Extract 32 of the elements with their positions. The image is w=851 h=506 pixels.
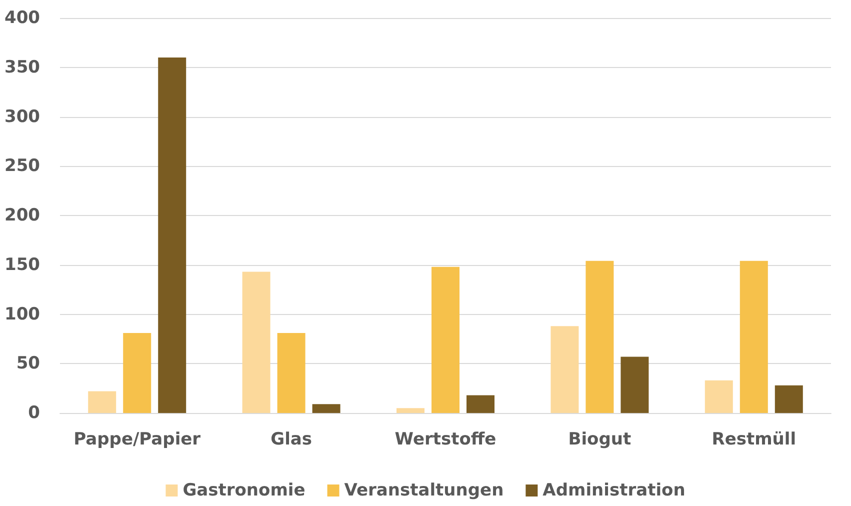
legend-label: Veranstaltungen <box>344 480 504 500</box>
y-tick-label: 250 <box>4 156 40 176</box>
y-tick-label: 350 <box>4 57 40 78</box>
legend-label: Administration <box>542 480 686 500</box>
bar <box>740 260 768 413</box>
bar <box>158 58 186 413</box>
y-tick-label: 50 <box>16 354 40 374</box>
y-tick-label: 300 <box>4 106 40 127</box>
bar <box>704 380 733 413</box>
bar <box>277 333 306 413</box>
y-tick-label: 200 <box>4 206 40 226</box>
bar <box>88 391 116 413</box>
bar <box>312 404 340 413</box>
x-tick-label: Restmüll <box>712 430 796 450</box>
bar <box>242 272 270 413</box>
bar <box>432 266 460 413</box>
y-tick-label: 0 <box>28 403 40 423</box>
y-tick-label: 400 <box>4 8 40 28</box>
bar <box>396 408 424 413</box>
y-tick-label: 100 <box>4 304 40 324</box>
bar <box>586 260 614 413</box>
x-tick-label: Pappe/Papier <box>74 430 202 450</box>
bar <box>774 385 803 413</box>
x-tick-label: Wertstoffe <box>394 430 496 450</box>
x-tick-label: Glas <box>270 430 312 450</box>
bar <box>123 333 152 413</box>
y-tick-label: 150 <box>4 254 40 275</box>
bar <box>620 356 649 413</box>
x-tick-label: Biogut <box>568 430 632 450</box>
bar <box>466 395 494 413</box>
bar <box>550 326 579 413</box>
legend-label: Gastronomie <box>182 480 306 500</box>
